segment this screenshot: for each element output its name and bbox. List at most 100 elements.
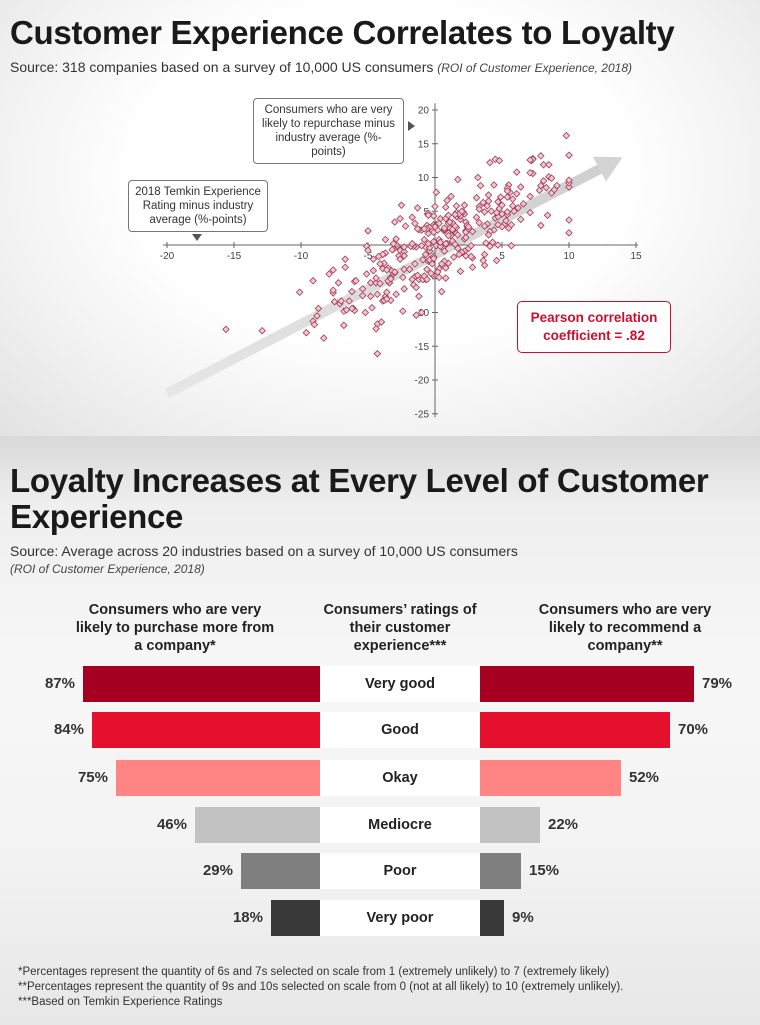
data-point: [455, 250, 463, 259]
data-point: [366, 279, 375, 287]
data-point: [258, 326, 266, 335]
data-point: [490, 181, 498, 189]
data-point: [441, 203, 450, 211]
data-point: [396, 214, 404, 223]
data-point: [437, 287, 446, 296]
data-point: [417, 308, 426, 317]
data-point: [364, 227, 372, 235]
data-point: [565, 183, 573, 191]
experience-level-label: Okay: [320, 760, 480, 796]
data-point: [309, 277, 317, 285]
data-point: [487, 207, 496, 216]
data-point: [295, 288, 304, 297]
data-point: [429, 237, 438, 246]
data-point: [376, 279, 384, 288]
data-point: [419, 256, 427, 264]
data-point: [368, 304, 376, 312]
bar-row: Very good 87% 79%: [0, 666, 760, 702]
data-point: [382, 295, 391, 303]
data-point: [467, 241, 475, 250]
data-point: [415, 292, 423, 301]
data-point: [492, 256, 501, 265]
source-text: Source: 318 companies based on a survey …: [10, 59, 434, 75]
data-point: [421, 250, 430, 259]
data-point: [539, 160, 548, 169]
y-tick-label: 20: [418, 106, 430, 117]
data-point: [431, 202, 439, 211]
recommend-value: 22%: [548, 816, 579, 833]
data-point: [373, 290, 382, 299]
purchase-more-value: 46%: [156, 816, 187, 833]
data-point: [366, 292, 375, 301]
data-point: [444, 211, 453, 220]
data-point: [526, 192, 534, 201]
data-point: [222, 325, 230, 334]
bar-row: Poor 29% 15%: [0, 853, 760, 889]
data-point: [514, 204, 522, 212]
data-point: [310, 320, 319, 329]
purchase-more-bar: [195, 807, 320, 843]
data-point: [428, 260, 437, 268]
x-tick-label: 10: [563, 251, 575, 262]
data-point: [423, 275, 431, 284]
data-point: [484, 191, 493, 199]
data-point: [441, 274, 450, 282]
data-point: [495, 156, 504, 165]
data-point: [397, 201, 406, 209]
data-point: [441, 264, 450, 272]
data-point: [341, 263, 349, 272]
data-point: [449, 253, 458, 261]
chart-title: Customer Experience Correlates to Loyalt…: [10, 14, 675, 51]
right-column-header: Consumers who are very likely to recomme…: [538, 602, 712, 654]
data-point: [337, 297, 345, 305]
data-point: [476, 181, 485, 190]
experience-level-label: Very good: [320, 666, 480, 702]
data-point: [392, 290, 400, 299]
bar-chart-source-reference: (ROI of Customer Experience, 2018): [10, 562, 205, 576]
data-point: [507, 220, 516, 229]
data-point: [565, 229, 573, 237]
data-point: [437, 260, 446, 268]
data-point: [348, 304, 356, 313]
data-point: [468, 263, 477, 272]
x-tick-label: -10: [294, 251, 309, 262]
data-point: [507, 241, 516, 250]
data-point: [405, 265, 414, 274]
data-point: [369, 266, 378, 275]
data-point: [399, 307, 407, 315]
footnote-1: *Percentages represent the quantity of 6…: [18, 966, 610, 978]
data-point: [443, 196, 451, 205]
data-point: [433, 268, 442, 276]
data-point: [494, 198, 502, 206]
data-point: [325, 270, 333, 278]
bar-chart-title: Loyalty Increases at Every Level of Cust…: [10, 462, 709, 535]
data-point: [399, 273, 407, 282]
data-point: [440, 247, 449, 255]
data-point: [484, 231, 493, 239]
data-point: [400, 285, 408, 293]
data-point: [539, 177, 548, 185]
data-point: [447, 192, 455, 201]
purchase-more-value: 18%: [232, 909, 263, 926]
y-tick-label: 15: [418, 139, 430, 150]
data-point: [369, 255, 378, 263]
recommend-bar: [480, 666, 694, 702]
experience-level-label: Very poor: [320, 900, 480, 936]
x-axis-callout: 2018 Temkin Experience Rating minus indu…: [128, 180, 268, 232]
data-point: [392, 235, 400, 243]
data-point: [486, 158, 494, 167]
data-point: [462, 233, 470, 242]
data-point: [482, 239, 490, 247]
x-callout-pointer-icon: [192, 234, 202, 241]
data-point: [537, 221, 545, 230]
data-point: [526, 169, 534, 177]
chart-source: Source: 318 companies based on a survey …: [10, 59, 632, 75]
data-point: [526, 156, 534, 164]
data-point: [492, 208, 501, 217]
data-point: [526, 208, 534, 217]
bar-row: Okay 75% 52%: [0, 760, 760, 796]
left-column-header: Consumers who are very likely to purchas…: [75, 602, 275, 654]
purchase-more-bar: [83, 666, 320, 702]
recommend-value: 70%: [678, 721, 709, 738]
data-point: [389, 239, 398, 248]
